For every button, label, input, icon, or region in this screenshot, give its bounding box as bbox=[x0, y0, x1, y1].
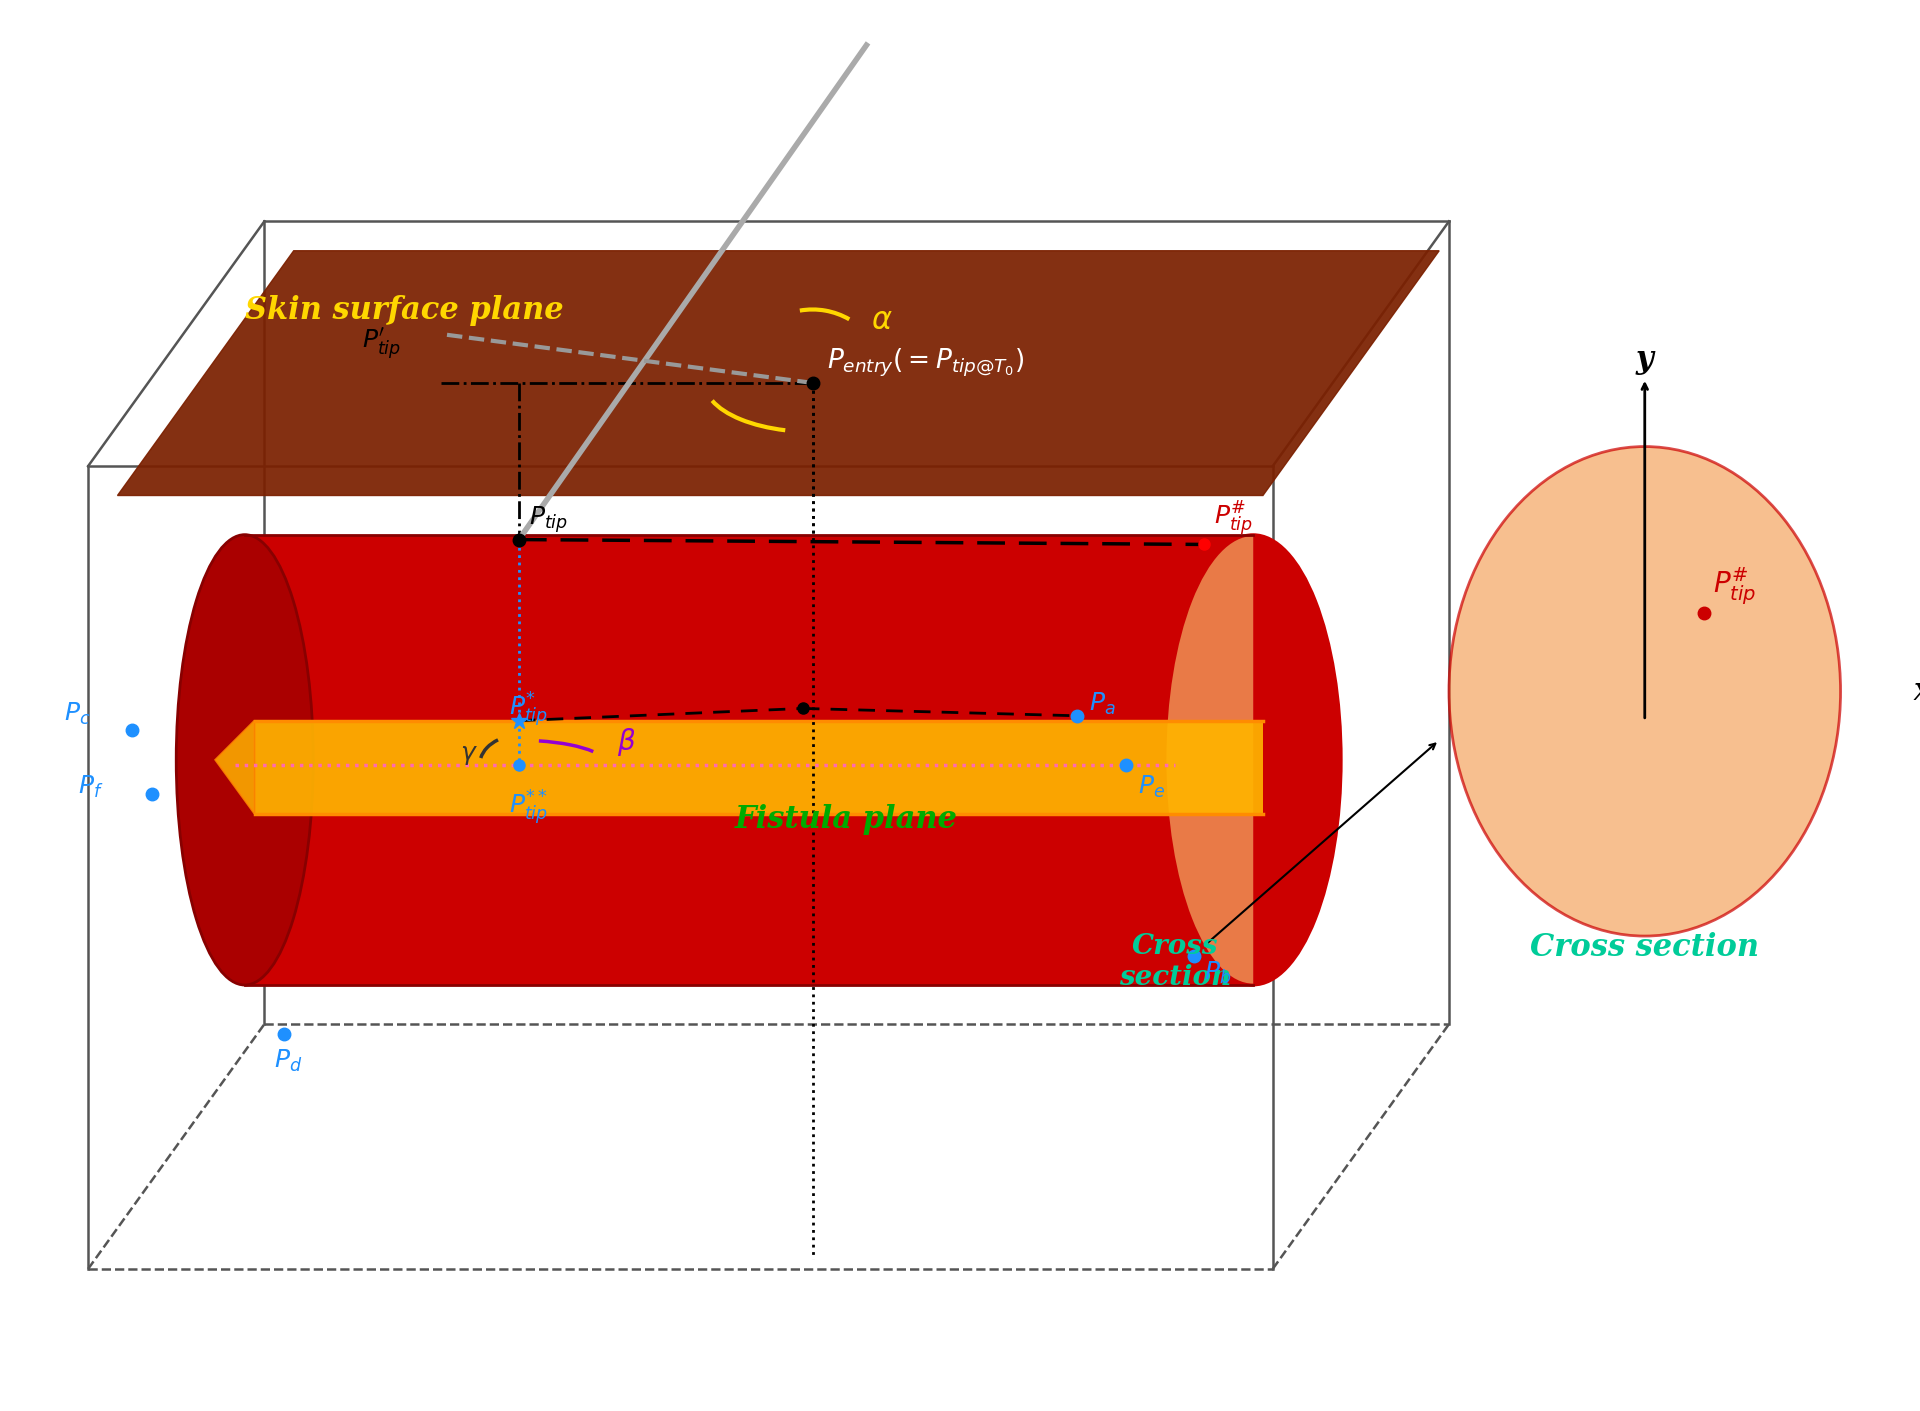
Ellipse shape bbox=[1165, 535, 1342, 985]
Text: $\gamma$: $\gamma$ bbox=[461, 744, 478, 766]
Text: y: y bbox=[1636, 344, 1653, 375]
Text: Skin surface plane: Skin surface plane bbox=[244, 295, 563, 326]
Text: $P_c$: $P_c$ bbox=[63, 701, 90, 727]
Polygon shape bbox=[117, 251, 1440, 495]
Text: $P_{tip}^{\#}$: $P_{tip}^{\#}$ bbox=[1713, 566, 1757, 607]
Text: $P_{tip}'$: $P_{tip}'$ bbox=[363, 326, 401, 361]
Ellipse shape bbox=[177, 535, 313, 985]
Text: $\beta$: $\beta$ bbox=[616, 727, 636, 758]
Polygon shape bbox=[215, 721, 255, 814]
Text: Cross
section: Cross section bbox=[1119, 933, 1231, 991]
Polygon shape bbox=[255, 721, 1263, 814]
Text: $P_{tip}^{*}$: $P_{tip}^{*}$ bbox=[509, 690, 549, 729]
Text: Cross section: Cross section bbox=[1530, 931, 1759, 962]
Ellipse shape bbox=[1450, 446, 1841, 935]
Text: x: x bbox=[1914, 676, 1920, 707]
Polygon shape bbox=[244, 535, 1254, 985]
Text: $P_a$: $P_a$ bbox=[1089, 691, 1116, 717]
Text: $P_b$: $P_b$ bbox=[1204, 959, 1231, 986]
Text: Fistula plane: Fistula plane bbox=[733, 804, 958, 835]
Polygon shape bbox=[1254, 535, 1342, 985]
Text: $P_{tip}^{**}$: $P_{tip}^{**}$ bbox=[509, 789, 549, 827]
Text: $\alpha$: $\alpha$ bbox=[872, 305, 893, 336]
Text: $P_d$: $P_d$ bbox=[275, 1048, 301, 1074]
Text: $P_{tip}$: $P_{tip}$ bbox=[528, 504, 568, 535]
Text: $P_f$: $P_f$ bbox=[79, 775, 104, 800]
Text: $P_{tip}^{\#}$: $P_{tip}^{\#}$ bbox=[1213, 499, 1254, 538]
Text: $P_e$: $P_e$ bbox=[1139, 775, 1165, 800]
Text: $P_{entry}(=P_{tip@T_0})$: $P_{entry}(=P_{tip@T_0})$ bbox=[828, 347, 1025, 378]
